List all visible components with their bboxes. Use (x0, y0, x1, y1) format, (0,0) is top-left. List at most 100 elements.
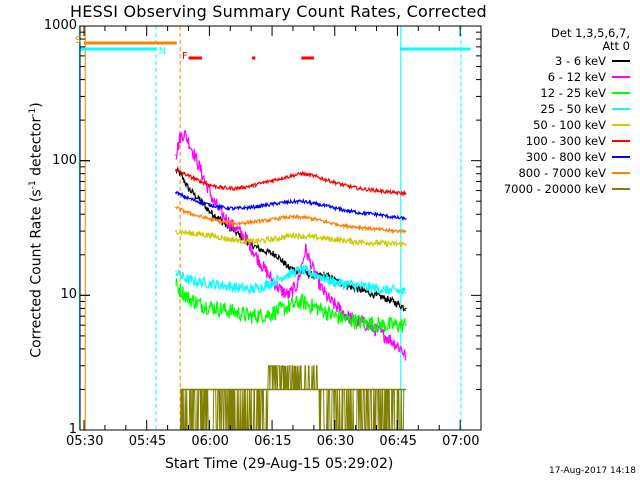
legend-entry-label: 7000 - 20000 keV (503, 182, 606, 196)
data-point (187, 140, 190, 142)
data-point (313, 175, 315, 177)
data-point (196, 159, 198, 162)
data-point (375, 294, 378, 297)
data-point (350, 283, 353, 286)
data-point (250, 288, 252, 291)
legend-swatch (612, 76, 630, 78)
series-8 (180, 365, 406, 431)
data-point (267, 283, 269, 286)
legend-swatch (612, 124, 630, 126)
data-point (404, 307, 407, 310)
legend-entry: 7000 - 20000 keV (478, 181, 638, 197)
series-2 (175, 278, 407, 334)
data-point (208, 184, 211, 186)
legend-entry: 50 - 100 keV (478, 117, 638, 133)
annotation-f: F (182, 51, 188, 62)
legend-entry: 3 - 6 keV (478, 53, 638, 69)
data-point (216, 216, 219, 219)
data-point (187, 279, 190, 281)
status-bars-layer (78, 26, 471, 430)
data-point (175, 154, 177, 156)
data-point (175, 206, 177, 209)
data-point (396, 324, 399, 327)
data-point (175, 169, 177, 171)
data-point (392, 300, 395, 303)
data-point (384, 324, 386, 327)
data-point (313, 236, 315, 239)
data-point (267, 313, 269, 316)
legend-entry: 6 - 12 keV (478, 69, 638, 85)
data-point (283, 274, 286, 277)
axes (79, 25, 482, 431)
data-point (283, 307, 286, 310)
data-point (208, 234, 211, 236)
legend-entry-label: 50 - 100 keV (533, 118, 606, 132)
data-point (179, 288, 181, 291)
series-7 (175, 206, 407, 235)
data-point (283, 201, 286, 204)
data-point (325, 179, 328, 181)
data-point (250, 240, 252, 243)
y-tick-label: 10 (60, 287, 77, 303)
data-point (367, 286, 369, 288)
x-tick-label: 06:15 (254, 434, 292, 449)
data-point (317, 274, 319, 277)
series-line (180, 365, 406, 431)
data-point (187, 232, 190, 234)
legend-swatch (612, 156, 630, 158)
data-point (392, 341, 395, 343)
data-point (208, 210, 211, 213)
data-point (204, 180, 207, 183)
series-line (175, 264, 406, 297)
legend-entry-label: 100 - 300 keV (525, 134, 606, 148)
data-point (300, 268, 303, 271)
data-point (233, 311, 236, 313)
data-point (350, 319, 353, 322)
data-point (304, 248, 307, 251)
data-point (313, 270, 315, 273)
x-tick-label: 06:45 (379, 434, 417, 449)
data-point (300, 216, 303, 219)
data-point (338, 307, 340, 310)
data-point (392, 230, 395, 232)
legend-title-line-1: Det 1,3,5,6,7, (551, 26, 630, 40)
data-point (404, 355, 407, 358)
data-point (221, 213, 223, 216)
data-point (333, 281, 336, 284)
data-point (342, 184, 344, 186)
chart-title: HESSI Observing Summary Count Rates, Cor… (70, 2, 487, 21)
y-tick-label: 1000 (43, 18, 77, 33)
data-point (267, 219, 269, 222)
series-4 (175, 228, 407, 248)
data-point (283, 216, 286, 219)
data-point (279, 288, 282, 291)
series-5 (175, 168, 407, 198)
data-point (187, 187, 190, 190)
legend-entry-label: 300 - 800 keV (525, 150, 606, 164)
data-point (313, 218, 315, 220)
data-point (359, 288, 361, 291)
data-point (400, 348, 403, 350)
data-point (179, 172, 181, 175)
data-point (208, 218, 211, 220)
legend-entry-label: 3 - 6 keV (555, 54, 606, 68)
series-layer (175, 129, 407, 431)
data-point (317, 307, 319, 310)
legend-title-line-2: Att 0 (602, 39, 630, 53)
data-point (200, 281, 202, 284)
data-point (183, 210, 186, 213)
legend-entry-label: 800 - 7000 keV (518, 166, 606, 180)
legend: Det 1,3,5,6,7, Att 0 3 - 6 keV 6 - 12 keV… (478, 27, 638, 197)
data-point (196, 179, 198, 181)
data-point (359, 226, 361, 229)
plot-frame (79, 25, 482, 431)
legend-swatch (612, 108, 630, 110)
timestamp-label: 17-Aug-2017 14:18 (548, 466, 636, 476)
legend-swatch (612, 188, 630, 190)
data-point (250, 221, 252, 223)
data-point (342, 224, 344, 227)
data-point (354, 240, 357, 243)
data-point (233, 207, 236, 210)
x-axis-label: Start Time (29-Aug-15 05:29:02) (165, 456, 394, 472)
